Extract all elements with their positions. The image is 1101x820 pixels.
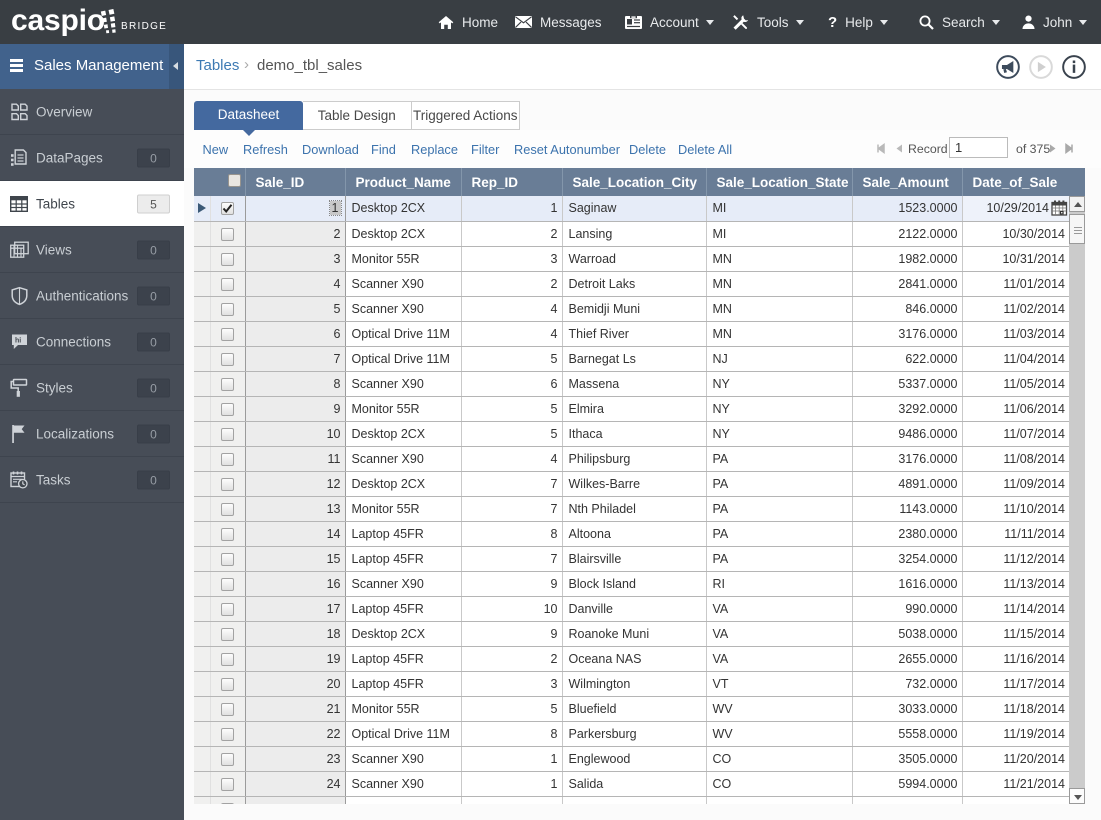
svg-text:hi: hi [15,337,21,344]
